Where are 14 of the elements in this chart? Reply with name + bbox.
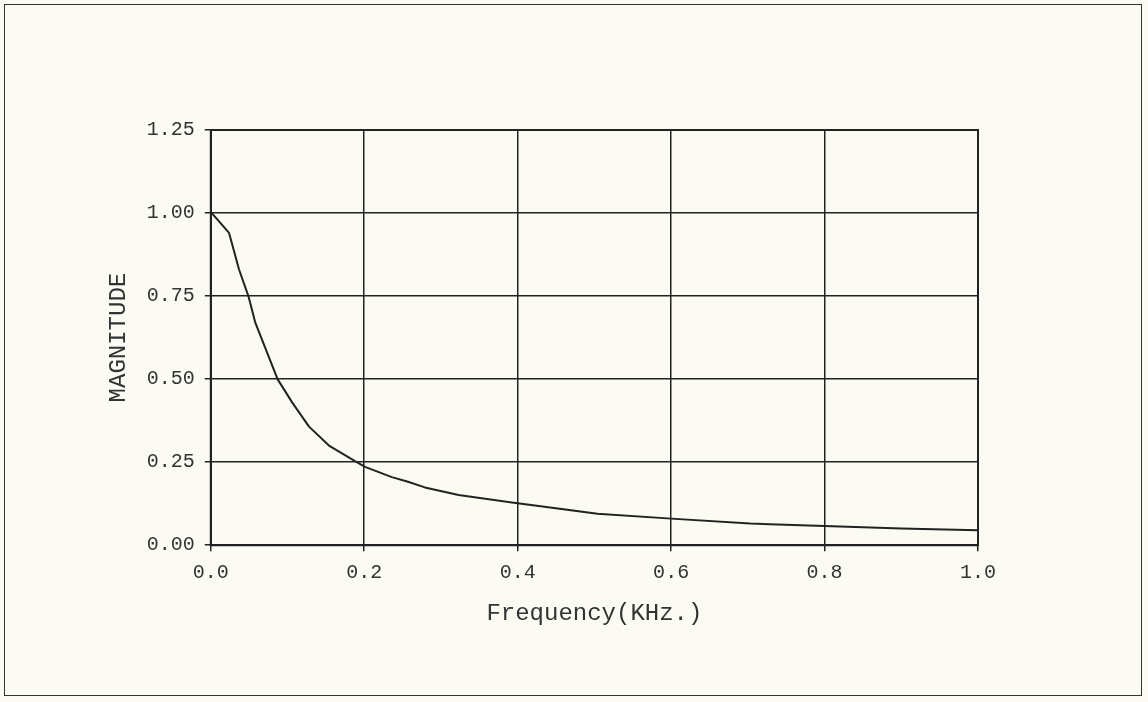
y-tick-label: 0.00 [146,533,195,557]
x-axis-title: Frequency(KHz.) [486,599,703,627]
y-axis-title: MAGNITUDE [104,272,132,403]
y-tick-label: 1.00 [146,201,195,225]
y-tick-label: 1.25 [146,118,195,142]
x-tick-label: 0.8 [806,561,843,585]
y-tick-label: 0.75 [146,284,195,308]
y-tick-label: 0.50 [146,367,195,391]
x-tick-label: 0.4 [499,561,536,585]
y-tick-label: 0.25 [146,450,195,474]
x-tick-label: 1.0 [959,561,997,585]
x-tick-label: 0.0 [192,561,229,585]
x-tick-label: 0.6 [653,561,690,585]
x-tick-label: 0.2 [346,561,383,585]
